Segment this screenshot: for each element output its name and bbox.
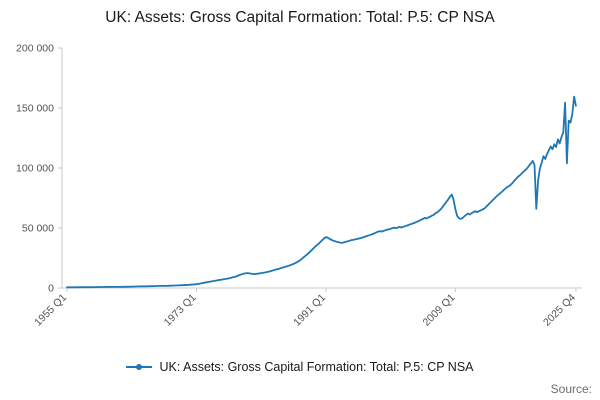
svg-text:2009 Q1: 2009 Q1 [421,292,458,329]
svg-text:1955 Q1: 1955 Q1 [32,292,69,329]
legend-line-marker-icon[interactable] [126,362,153,372]
legend-dot [136,364,143,370]
legend-series-label[interactable]: UK: Assets: Gross Capital Formation: Tot… [159,360,474,374]
svg-text:200 000: 200 000 [16,43,54,55]
svg-text:0: 0 [48,283,54,295]
svg-text:1973 Q1: 1973 Q1 [162,292,199,329]
svg-text:50 000: 50 000 [22,223,54,235]
svg-text:150 000: 150 000 [16,103,54,115]
legend: UK: Assets: Gross Capital Formation: Tot… [0,358,600,376]
line-chart: 0 50 000 100 000 150 000 200 000 1955 Q1 1973 … [16,43,582,329]
svg-text:1991 Q1: 1991 Q1 [291,292,328,329]
svg-text:2025 Q4: 2025 Q4 [541,292,578,329]
svg-text:100 000: 100 000 [16,163,54,175]
source-label: Source: [550,382,592,396]
chart-title: UK: Assets: Gross Capital Formation: Tot… [105,9,495,26]
